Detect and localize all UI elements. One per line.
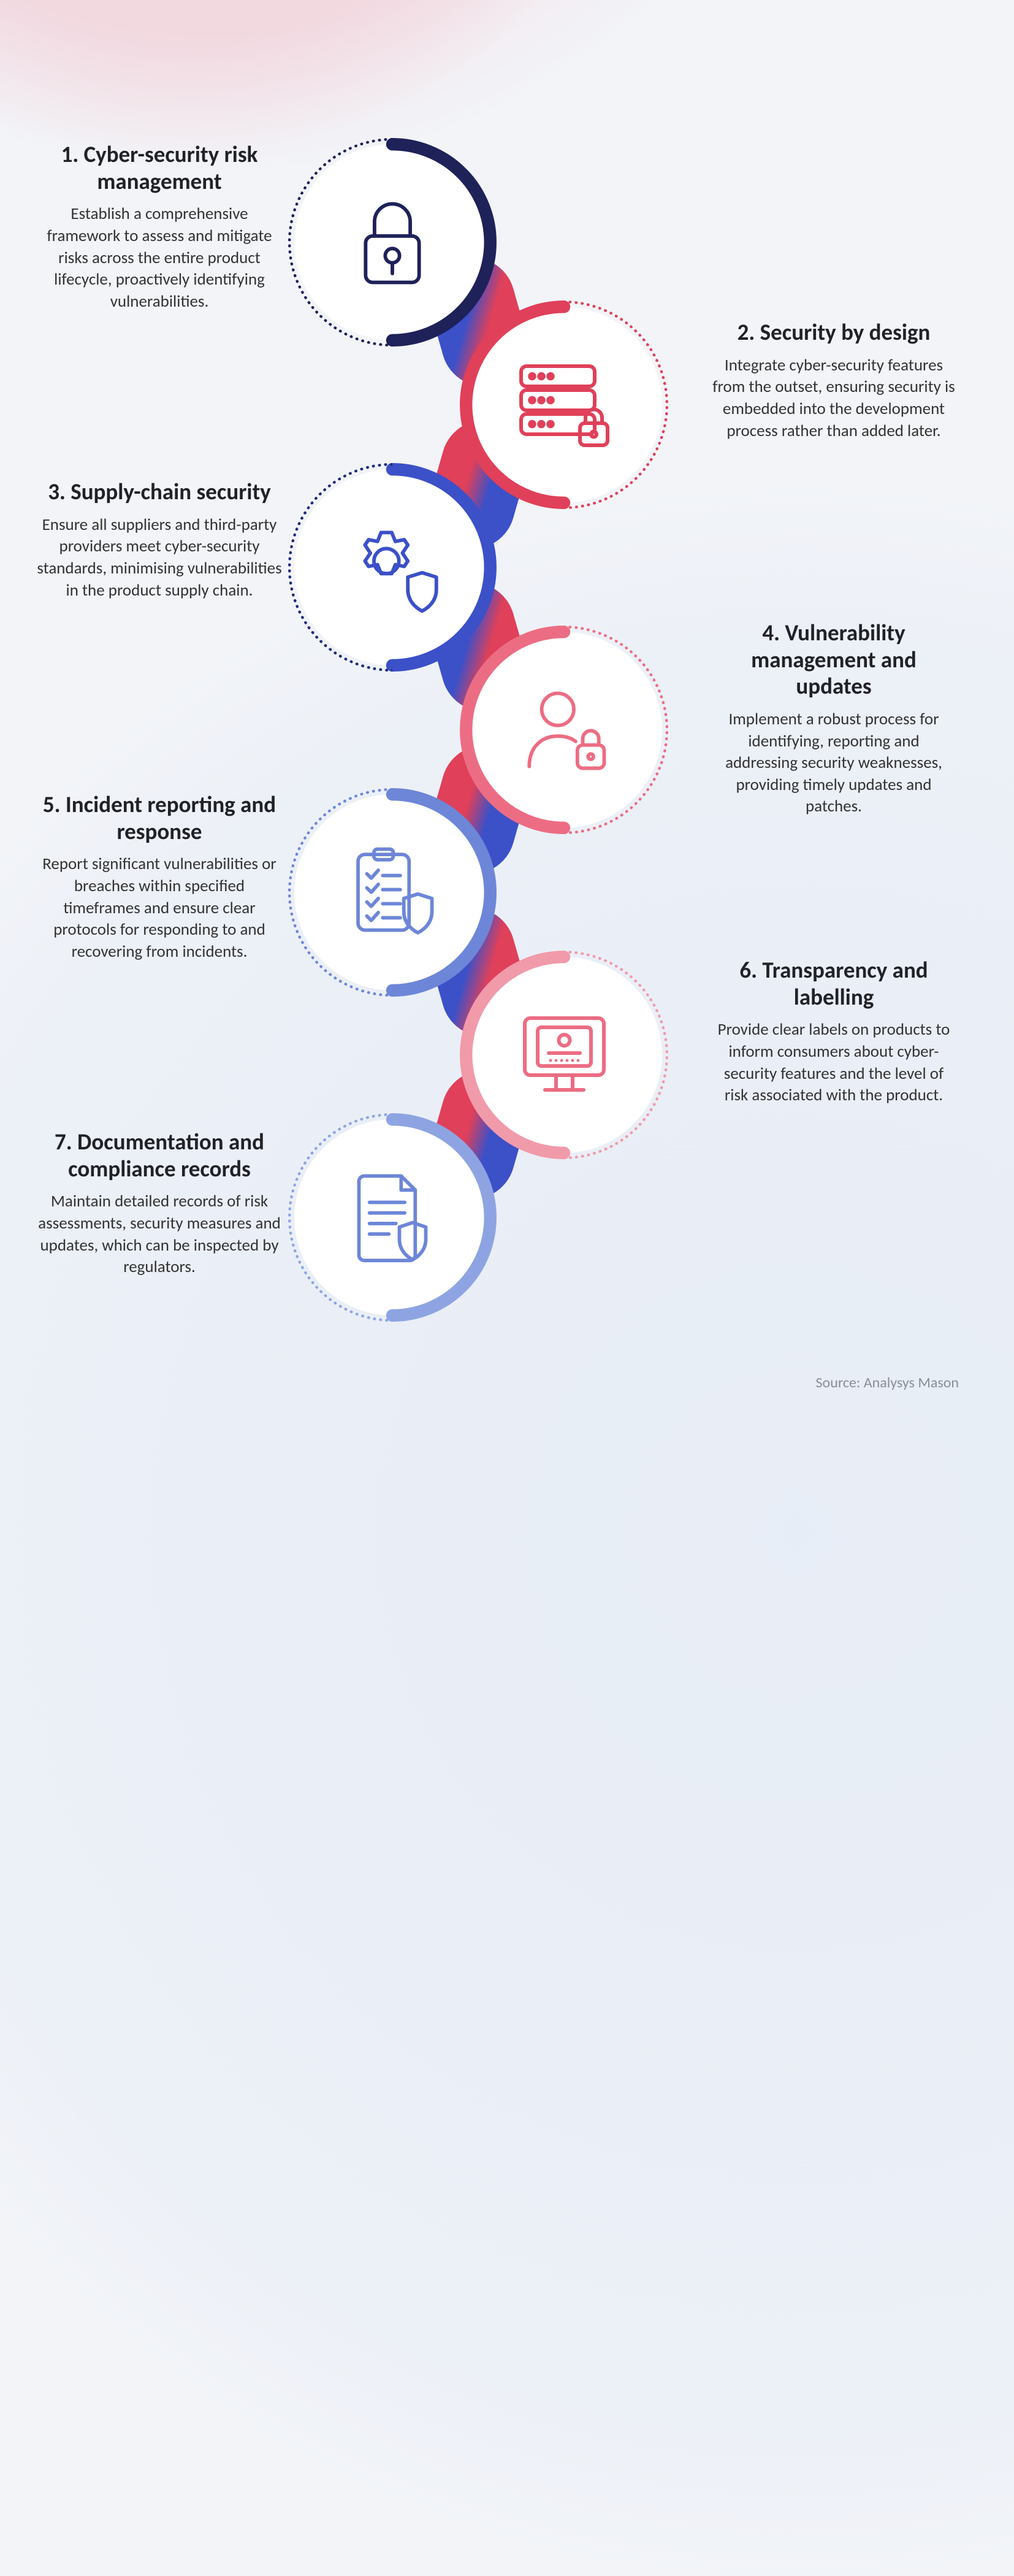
item-body: Integrate cyber-security features from t… bbox=[711, 355, 956, 442]
text-7: 7. Documentation and compliance records … bbox=[37, 1129, 282, 1278]
text-4: 4. Vulnerability management and updates … bbox=[711, 619, 956, 818]
item-body: Maintain detailed records of risk assess… bbox=[37, 1190, 282, 1278]
item-title: 5. Incident reporting and response bbox=[37, 791, 282, 845]
node-7 bbox=[288, 1113, 497, 1322]
text-6: 6. Transparency and labelling Provide cl… bbox=[711, 957, 956, 1106]
item-body: Provide clear labels on products to info… bbox=[711, 1019, 956, 1106]
text-3: 3. Supply-chain security Ensure all supp… bbox=[37, 478, 282, 601]
source-attribution: Source: Analysys Mason bbox=[816, 1374, 959, 1392]
text-5: 5. Incident reporting and response Repor… bbox=[37, 791, 282, 962]
item-title: 4. Vulnerability management and updates bbox=[711, 619, 956, 700]
item-body: Establish a comprehensive framework to a… bbox=[37, 203, 282, 312]
item-body: Ensure all suppliers and third-party pro… bbox=[37, 514, 282, 602]
item-title: 2. Security by design bbox=[711, 319, 956, 346]
item-body: Implement a robust process for identifyi… bbox=[711, 708, 956, 818]
infographic-stage: 1. Cyber-security risk management Establ… bbox=[0, 0, 1014, 1435]
item-body: Report significant vulnerabilities or br… bbox=[37, 853, 282, 962]
text-2: 2. Security by design Integrate cyber-se… bbox=[711, 319, 956, 442]
document-shield-icon bbox=[288, 1113, 497, 1322]
item-title: 3. Supply-chain security bbox=[37, 478, 282, 505]
item-title: 1. Cyber-security risk management bbox=[37, 141, 282, 194]
item-title: 6. Transparency and labelling bbox=[711, 957, 956, 1010]
text-1: 1. Cyber-security risk management Establ… bbox=[37, 141, 282, 312]
item-title: 7. Documentation and compliance records bbox=[37, 1129, 282, 1182]
